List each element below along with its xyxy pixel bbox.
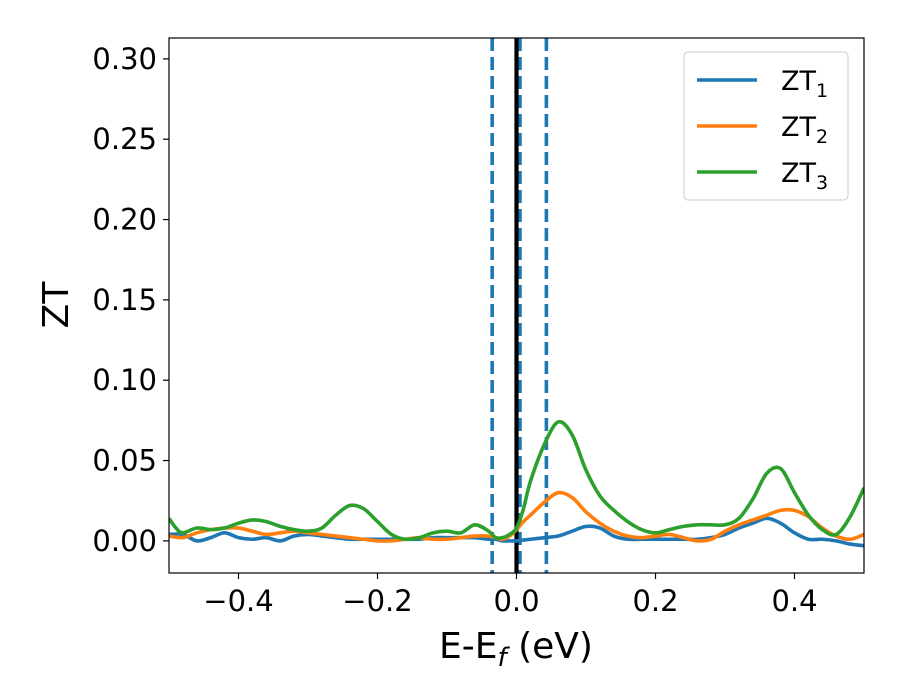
y-tick-label: 0.20 — [92, 203, 157, 237]
x-tick-label: 0.2 — [632, 584, 678, 618]
y-tick-label: 0.10 — [92, 363, 157, 397]
y-tick-label: 0.15 — [92, 283, 157, 317]
y-tick-label: 0.05 — [92, 444, 157, 478]
legend: ZT1 ZT2 ZT3 — [683, 51, 849, 201]
series-line-zt1 — [169, 516, 864, 548]
series-line-zt3 — [169, 419, 864, 542]
x-tick-label: 0.4 — [771, 584, 817, 618]
y-axis-label: ZT — [36, 281, 77, 329]
legend-label-zt3: ZT3 — [781, 158, 828, 194]
series-lines — [169, 419, 864, 548]
y-tick-label: 0.25 — [92, 122, 157, 156]
x-tick-label: −0.4 — [203, 584, 273, 618]
legend-label-zt1: ZT1 — [781, 66, 828, 102]
x-axis-ticks: −0.4 −0.2 0.0 0.2 0.4 — [203, 573, 818, 618]
x-tick-label: 0.0 — [493, 584, 539, 618]
legend-box — [683, 51, 849, 201]
vertical-lines — [490, 38, 549, 573]
y-tick-label: 0.30 — [92, 42, 157, 76]
y-axis-ticks: 0.00 0.05 0.10 0.15 0.20 0.25 0.30 — [92, 42, 169, 558]
y-tick-label: 0.00 — [92, 524, 157, 558]
x-axis-label: E-Ef (eV) — [439, 626, 593, 673]
legend-label-zt2: ZT2 — [781, 112, 828, 148]
x-tick-label: −0.2 — [342, 584, 412, 618]
x-axis-label-unit: (eV) — [507, 626, 593, 667]
